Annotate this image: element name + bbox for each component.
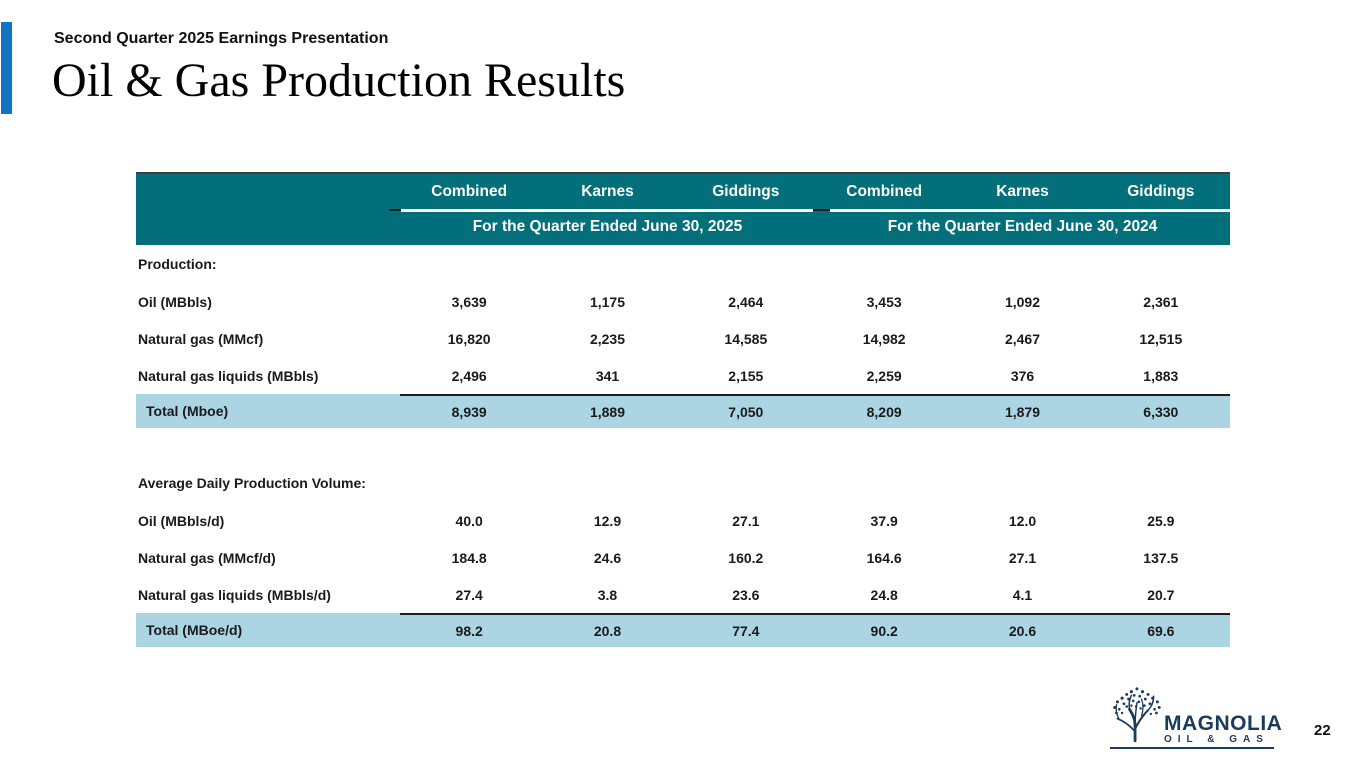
table-row-total-daily: Total (MBoe/d) 98.2 20.8 77.4 90.2 20.6 … xyxy=(136,613,1230,647)
cell-value: 8,209 xyxy=(814,394,954,428)
header-group-underline-2024 xyxy=(830,209,1230,212)
group-header-q2-2025: For the Quarter Ended June 30, 2025 xyxy=(472,217,743,235)
cell-value: 1,889 xyxy=(538,394,677,428)
table-row-oil: Oil (MBbls) 3,639 1,175 2,464 3,453 1,09… xyxy=(136,283,1230,320)
table-row-oil-daily: Oil (MBbls/d) 40.0 12.9 27.1 37.9 12.0 2… xyxy=(136,502,1230,539)
accent-bar xyxy=(1,22,12,114)
table-row-natural-gas-daily: Natural gas (MMcf/d) 184.8 24.6 160.2 16… xyxy=(136,539,1230,576)
group-header-q2-2024: For the Quarter Ended June 30, 2024 xyxy=(887,217,1158,235)
cell-value: 24.8 xyxy=(870,586,898,603)
cell-value: 137.5 xyxy=(1143,549,1179,566)
total-row-label: Total (MBoe/d) xyxy=(146,622,243,638)
cell-value: 90.2 xyxy=(814,613,954,647)
cell-value: 24.6 xyxy=(593,549,622,566)
cell-value: 20.8 xyxy=(538,613,677,647)
cell-value: 37.9 xyxy=(870,512,898,529)
table-row-ngl-daily: Natural gas liquids (MBbls/d) 27.4 3.8 2… xyxy=(136,576,1230,613)
cell-value: 1,879 xyxy=(953,394,1092,428)
cell-value: 25.9 xyxy=(1147,512,1175,529)
cell-value: 20.6 xyxy=(953,613,1092,647)
cell-value: 184.8 xyxy=(451,549,487,566)
table-row-total-production: Total (Mboe) 8,939 1,889 7,050 8,209 1,8… xyxy=(136,394,1230,428)
cell-value: 164.6 xyxy=(866,549,902,566)
section-heading-row: Average Daily Production Volume: xyxy=(136,464,1230,502)
cell-value: 6,330 xyxy=(1091,394,1230,428)
cell-value: 376 xyxy=(1010,367,1035,384)
column-header-giddings-2025: Giddings xyxy=(712,183,780,200)
logo-text: MAGNOLIA OIL & GAS xyxy=(1164,713,1282,747)
cell-value: 12.0 xyxy=(1008,512,1037,529)
total-row-label: Total (Mboe) xyxy=(146,403,229,419)
cell-value: 7,050 xyxy=(676,394,815,428)
cell-value: 16,820 xyxy=(447,330,491,347)
production-table: Combined Karnes Giddings Combined Karnes… xyxy=(136,172,1230,647)
section-heading: Average Daily Production Volume: xyxy=(138,475,366,491)
table-header: Combined Karnes Giddings Combined Karnes… xyxy=(136,172,1230,245)
cell-value: 40.0 xyxy=(455,512,483,529)
page-number: 22 xyxy=(1314,722,1331,739)
row-label: Natural gas liquids (MBbls/d) xyxy=(138,586,331,603)
cell-value: 4.1 xyxy=(1012,586,1033,603)
row-label: Natural gas (MMcf) xyxy=(138,330,264,347)
row-label: Natural gas (MMcf/d) xyxy=(138,549,276,566)
column-header-giddings-2024: Giddings xyxy=(1127,183,1195,200)
cell-value: 3,639 xyxy=(451,293,487,310)
cell-value: 1,883 xyxy=(1143,367,1179,384)
cell-value: 27.4 xyxy=(455,586,483,603)
table-header-columns-row: Combined Karnes Giddings Combined Karnes… xyxy=(136,174,1230,210)
cell-value: 27.1 xyxy=(732,512,760,529)
cell-value: 160.2 xyxy=(728,549,764,566)
presentation-subtitle: Second Quarter 2025 Earnings Presentatio… xyxy=(54,30,389,47)
row-label: Natural gas liquids (MBbls) xyxy=(138,367,319,384)
cell-value: 12,515 xyxy=(1139,330,1183,347)
cell-value: 8,939 xyxy=(400,394,539,428)
section-heading-row: Production: xyxy=(136,245,1230,283)
cell-value: 2,496 xyxy=(451,367,487,384)
cell-value: 2,464 xyxy=(728,293,764,310)
logo-company-subtext: OIL & GAS xyxy=(1164,734,1269,745)
cell-value: 14,585 xyxy=(724,330,768,347)
cell-value: 1,092 xyxy=(1004,293,1041,310)
cell-value: 2,361 xyxy=(1143,293,1179,310)
logo-company-name: MAGNOLIA xyxy=(1164,712,1283,735)
section-gap xyxy=(136,428,1230,464)
cell-value: 1,175 xyxy=(589,293,626,310)
column-header-combined-2024: Combined xyxy=(846,183,923,200)
column-header-combined-2025: Combined xyxy=(431,183,508,200)
cell-value: 23.6 xyxy=(732,586,760,603)
column-header-karnes-2025: Karnes xyxy=(581,183,634,200)
magnolia-tree-icon xyxy=(1110,684,1162,747)
cell-value: 2,467 xyxy=(1004,330,1041,347)
table-row-natural-gas: Natural gas (MMcf) 16,820 2,235 14,585 1… xyxy=(136,320,1230,357)
cell-value: 77.4 xyxy=(676,613,815,647)
cell-value: 20.7 xyxy=(1147,586,1175,603)
cell-value: 341 xyxy=(595,367,620,384)
cell-value: 3.8 xyxy=(597,586,618,603)
cell-value: 69.6 xyxy=(1091,613,1230,647)
cell-value: 2,259 xyxy=(866,367,902,384)
page-title: Oil & Gas Production Results xyxy=(52,54,626,107)
company-logo: MAGNOLIA OIL & GAS xyxy=(1110,684,1282,749)
column-header-karnes-2024: Karnes xyxy=(996,183,1049,200)
row-label: Oil (MBbls/d) xyxy=(138,512,225,529)
cell-value: 3,453 xyxy=(866,293,902,310)
table-row-ngl: Natural gas liquids (MBbls) 2,496 341 2,… xyxy=(136,357,1230,394)
cell-value: 2,155 xyxy=(728,367,764,384)
section-heading: Production: xyxy=(138,256,217,272)
cell-value: 2,235 xyxy=(589,330,626,347)
cell-value: 98.2 xyxy=(400,613,539,647)
table-header-groups-row: For the Quarter Ended June 30, 2025 For … xyxy=(136,210,1230,243)
cell-value: 27.1 xyxy=(1008,549,1037,566)
cell-value: 12.9 xyxy=(593,512,622,529)
header-group-underline-2025 xyxy=(401,209,813,212)
row-label: Oil (MBbls) xyxy=(138,293,212,310)
cell-value: 14,982 xyxy=(862,330,906,347)
